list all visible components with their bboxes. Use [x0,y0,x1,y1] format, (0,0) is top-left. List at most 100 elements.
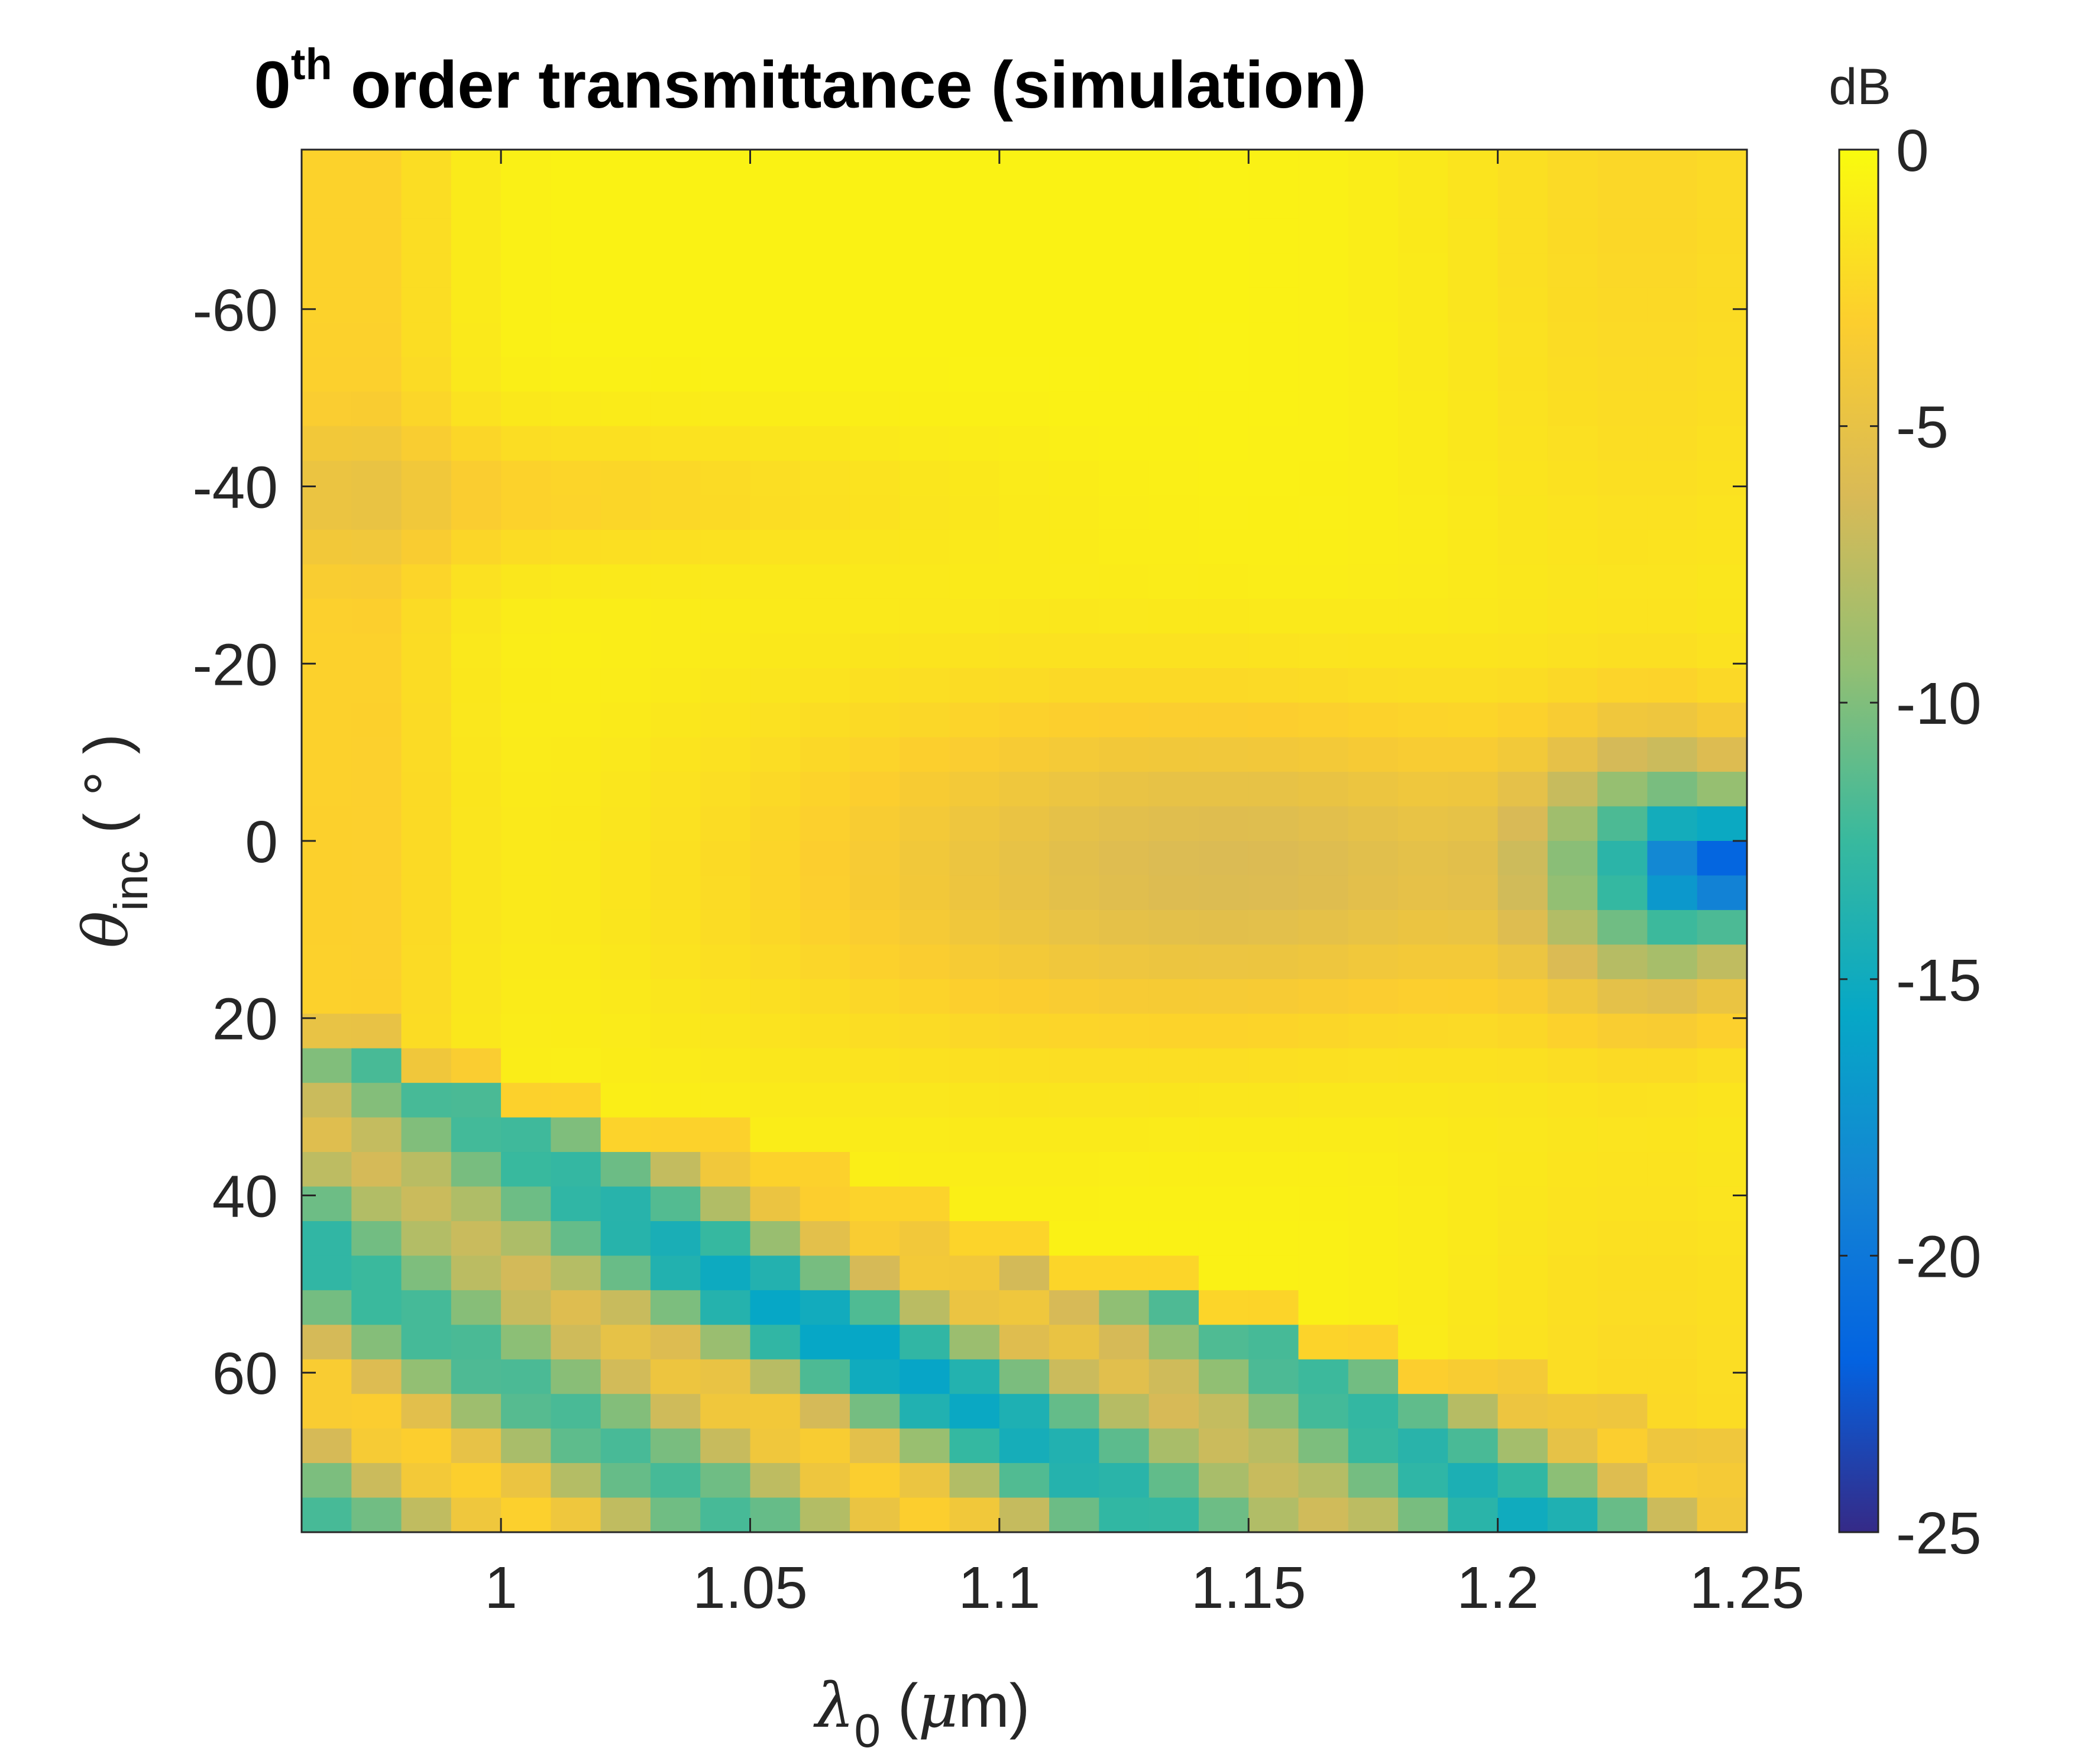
heatmap-cell [1198,1048,1250,1083]
heatmap-cell [1448,1152,1499,1187]
heatmap-cell [501,529,552,565]
heatmap-cell [451,1290,501,1326]
heatmap-cell [1597,150,1648,185]
heatmap-cell [551,253,601,289]
heatmap-cell [1448,633,1499,669]
heatmap-cell [949,150,1000,185]
heatmap-cell [1298,495,1349,530]
heatmap-cell [1497,737,1548,772]
heatmap-cell [1647,564,1698,600]
heatmap-cell [999,322,1050,358]
heatmap-cell [351,357,402,392]
heatmap-cell [501,909,552,946]
heatmap-cell [302,1048,352,1083]
heatmap-cell [1148,1463,1199,1498]
heatmap-cell [1148,184,1199,219]
heatmap-cell [1348,495,1399,530]
heatmap-cell [600,253,651,289]
heatmap-cell [1547,1359,1598,1394]
heatmap-cell [1348,1048,1399,1083]
heatmap-cell [1248,253,1299,289]
heatmap-cell [1248,287,1299,323]
heatmap-cell [1697,668,1748,703]
heatmap-cell [750,944,801,980]
heatmap-cell [1148,737,1199,772]
heatmap-cell [1697,806,1748,841]
heatmap-cell [800,806,850,841]
heatmap-cell [1049,461,1100,496]
heatmap-cell [1198,703,1250,738]
heatmap-cell [850,564,901,600]
heatmap-cell [1198,1463,1250,1498]
heatmap-cell [351,737,402,772]
heatmap-cell [1148,1325,1199,1360]
heatmap-cell [949,668,1000,703]
heatmap-cell [750,668,801,703]
heatmap-cell [351,1186,402,1222]
x-axis: 1 1.05 1.1 1.15 1.2 1.25 [484,150,1804,1621]
heatmap-cell [850,426,901,461]
y-tick-label: -20 [192,632,278,698]
heatmap-cell [650,1221,701,1257]
heatmap-cell [1348,564,1399,600]
heatmap-cell [1148,1221,1199,1257]
heatmap-cell [351,1290,402,1326]
heatmap-cell [650,1463,701,1498]
heatmap-cell [850,495,901,530]
heatmap-cell [1348,1497,1399,1533]
heatmap-cell [1697,1359,1748,1394]
heatmap-cell [451,564,501,600]
heatmap-cell [1348,703,1399,738]
heatmap-cell [401,875,452,911]
heatmap-cell [600,1186,651,1222]
heatmap-cell [800,875,850,911]
heatmap-cell [600,426,651,461]
heatmap-cell [1697,184,1748,219]
heatmap-cell [1348,150,1399,185]
heatmap-cell [750,1497,801,1533]
heatmap-cell [949,841,1000,876]
heatmap-cell [650,1497,701,1533]
heatmap-cell [302,426,352,461]
heatmap-cell [949,1221,1000,1257]
heatmap-cell [999,1428,1050,1464]
heatmap-cell [551,529,601,565]
heatmap-cell [501,1325,552,1360]
heatmap-cell [899,1394,950,1429]
heatmap-cell [850,909,901,946]
heatmap-cell [1148,564,1199,600]
heatmap-cell [1547,1497,1598,1533]
heatmap-cell [899,1048,950,1083]
heatmap-cell [551,1083,601,1118]
heatmap-cell [899,737,950,772]
heatmap-cell [451,1497,501,1533]
heatmap-cell [750,875,801,911]
heatmap-cell [800,772,850,807]
y-tick-label: 20 [212,986,278,1053]
heatmap-cell [750,357,801,392]
heatmap-cell [600,1255,651,1291]
heatmap-cell [1248,1048,1299,1083]
heatmap-cell [1647,875,1698,911]
heatmap-cell [1647,1152,1698,1187]
heatmap-cell [302,1117,352,1153]
heatmap-cell [1547,1152,1598,1187]
heatmap-cell [1099,1394,1150,1429]
heatmap-cell [551,426,601,461]
heatmap-cell [899,150,950,185]
heatmap-cell [1348,529,1399,565]
heatmap-cell [1198,668,1250,703]
heatmap-cell [850,598,901,635]
heatmap-cell [1148,909,1199,946]
heatmap-cell [1497,1152,1548,1187]
heatmap-cell [1099,806,1150,841]
heatmap-cell [800,529,850,565]
heatmap-cell [700,1186,751,1222]
heatmap-cell [1647,529,1698,565]
heatmap-cell [1099,1014,1150,1049]
heatmap-cell [1248,529,1299,565]
heatmap-cell [700,1014,751,1049]
heatmap-cell [1448,529,1499,565]
heatmap-cell [551,322,601,358]
heatmap-cell [1398,703,1449,738]
